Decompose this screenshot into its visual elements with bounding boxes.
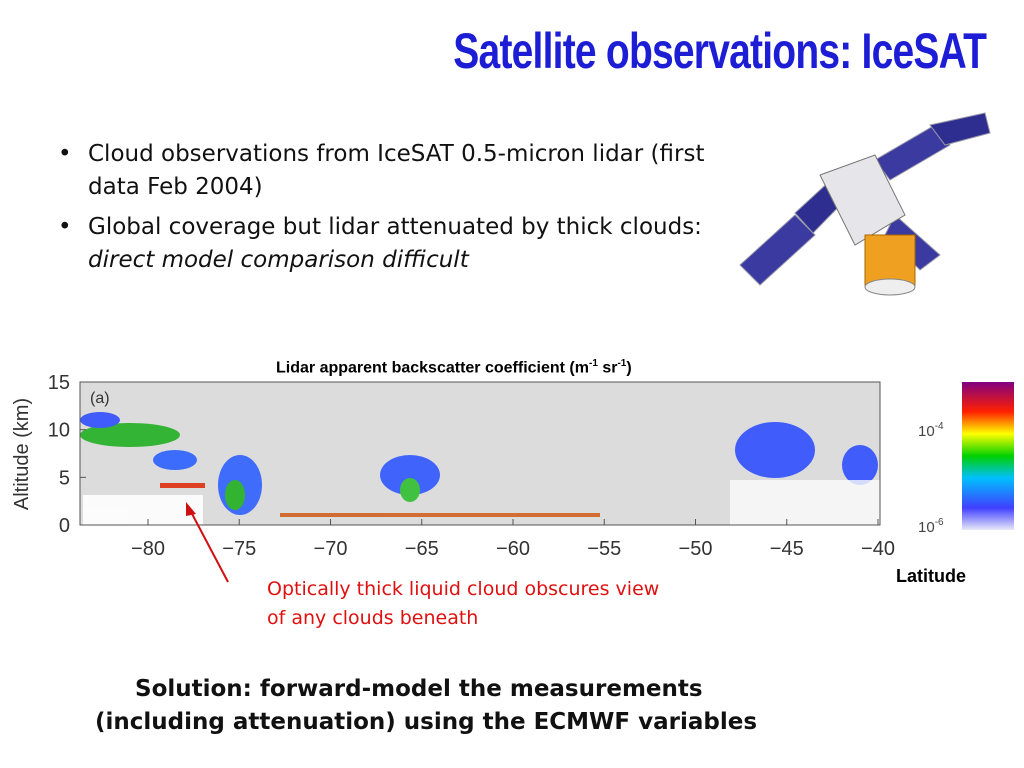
annotation: of any clouds beneath <box>267 607 479 629</box>
colorbar-label: 10-6 <box>918 517 944 536</box>
x-tick-label: −80 <box>131 538 165 560</box>
y-tick-label: 5 <box>59 467 70 489</box>
x-tick-label: −40 <box>861 538 895 560</box>
x-tick-label: −45 <box>770 538 804 560</box>
satellite-module <box>864 234 916 286</box>
plot-frame <box>79 381 881 526</box>
x-tick-label: −70 <box>314 538 348 560</box>
bullet: • Cloud observations from IceSAT 0.5-micr… <box>58 138 738 204</box>
x-axis-label: Latitude <box>896 566 966 586</box>
bullet: • Global coverage but lidar attenuated by… <box>58 214 702 273</box>
solution-text: Solution: forward-model the measurements <box>135 676 703 702</box>
x-tick-label: −50 <box>679 538 713 560</box>
colorbar-label: 10-4 <box>918 421 944 440</box>
solar-panel <box>739 214 816 286</box>
solar-panel <box>874 124 951 181</box>
y-tick-label: 10 <box>48 420 70 442</box>
text: 10 <box>918 519 935 536</box>
solar-panel <box>929 112 991 146</box>
bullet-text: Cloud observations from IceSAT 0.5-micro… <box>88 141 705 200</box>
text: ) <box>626 359 632 377</box>
annotation-arrowhead <box>186 502 196 516</box>
y-tick-label: 0 <box>59 515 70 537</box>
y-tick-label: 15 <box>48 372 70 394</box>
satellite-illustration <box>739 112 991 296</box>
text: 10 <box>918 423 935 440</box>
slide-title: Satellite observations: IceSAT <box>453 23 987 79</box>
bullet-italic: direct model comparison difficult <box>88 247 469 273</box>
text: sr <box>597 359 618 377</box>
satellite-module <box>864 278 916 296</box>
annotation-arrow <box>189 509 229 583</box>
colorbar <box>962 382 1014 530</box>
satellite-body <box>819 154 906 246</box>
figure-title: Lidar apparent backscatter coefficient (… <box>276 358 632 377</box>
text: Lidar apparent backscatter coefficient (… <box>276 359 589 377</box>
x-tick-label: −75 <box>222 538 256 560</box>
x-tick-label: −55 <box>587 538 621 560</box>
text: -4 <box>935 421 944 432</box>
text: -6 <box>935 517 944 528</box>
x-tick-label: −65 <box>405 538 439 560</box>
panel-label: (a) <box>90 390 110 407</box>
annotation: Optically thick liquid cloud obscures vi… <box>267 578 660 600</box>
cloud-echoes <box>80 412 880 525</box>
text: -1 <box>617 358 627 369</box>
bullet-text: Global coverage but lidar attenuated by … <box>88 214 702 240</box>
x-tick-label: −60 <box>496 538 530 560</box>
solution-text: (including attenuation) using the ECMWF … <box>95 709 758 735</box>
y-axis-label: Altitude (km) <box>11 398 33 510</box>
text: -1 <box>588 358 598 369</box>
